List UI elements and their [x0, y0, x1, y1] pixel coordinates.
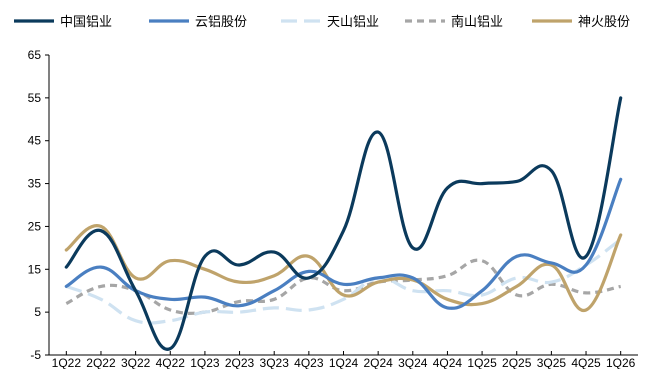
- x-tick-label: 2Q24: [363, 356, 393, 369]
- y-axis: 65 55 45 35 25 15 5 -5: [28, 48, 50, 362]
- legend-item-2: 云铝股份: [149, 15, 247, 30]
- x-tick-label: 2Q25: [502, 356, 532, 369]
- x-tick-label: 2Q23: [225, 356, 255, 369]
- x-tick-label: 3Q22: [121, 356, 151, 369]
- series-4-line: [65, 258, 622, 315]
- legend-item-4: 南山铝业: [405, 14, 503, 30]
- legend-item-3: 天山铝业: [281, 15, 379, 30]
- y-tick-label: -5: [30, 348, 41, 362]
- x-tick-label: 4Q24: [433, 356, 463, 369]
- x-tick-label: 1Q26: [606, 356, 636, 369]
- legend-label: 南山铝业: [451, 14, 503, 30]
- x-tick-label: 1Q25: [467, 356, 497, 369]
- x-tick-label: 1Q22: [52, 356, 82, 369]
- x-tick-label: 3Q23: [260, 356, 290, 369]
- y-tick-label: 35: [28, 177, 42, 191]
- legend-item-1: 中国铝业: [14, 15, 112, 30]
- legend-item-5: 神火股份: [532, 15, 630, 30]
- y-tick-label: 15: [28, 262, 42, 276]
- x-axis: 1Q22 2Q22 3Q22 4Q22 1Q23 2Q23 3Q23 4Q23 1Q24 2Q24…: [49, 351, 638, 369]
- legend: 中国铝业 云铝股份 天山铝业 南山铝业 神火股份: [14, 14, 630, 30]
- legend-label: 神火股份: [578, 15, 630, 30]
- y-tick-label: 55: [28, 91, 42, 105]
- series-1-line: [64, 96, 623, 351]
- series-3-line: [65, 238, 622, 325]
- x-tick-label: 3Q25: [537, 356, 567, 369]
- series-2-line: [64, 177, 623, 310]
- y-tick-label: 45: [28, 134, 42, 148]
- legend-label: 中国铝业: [60, 15, 112, 30]
- legend-label: 云铝股份: [195, 15, 247, 30]
- y-tick-label: 25: [28, 219, 42, 233]
- y-tick-label: 5: [34, 305, 41, 319]
- x-tick-label: 4Q25: [571, 356, 601, 369]
- series-5-line: [64, 224, 623, 312]
- x-tick-label: 4Q23: [294, 356, 324, 369]
- x-tick-label: 2Q22: [86, 356, 116, 369]
- x-tick-label: 1Q24: [329, 356, 359, 369]
- x-tick-label: 4Q22: [156, 356, 186, 369]
- series-lines: [64, 96, 623, 351]
- y-tick-label: 65: [28, 48, 42, 62]
- x-tick-label: 1Q23: [190, 356, 220, 369]
- x-tick-label: 3Q24: [398, 356, 428, 369]
- legend-label: 天山铝业: [327, 15, 379, 30]
